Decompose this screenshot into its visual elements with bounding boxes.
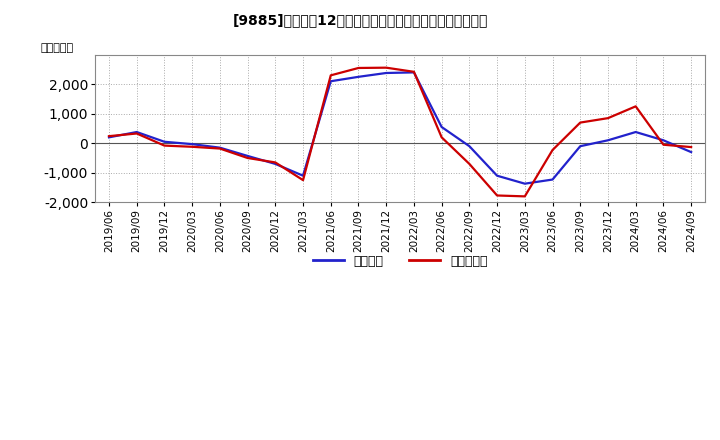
当期純利益 [687,144,696,150]
経常利益 [271,161,279,167]
当期純利益 [659,142,667,147]
経常利益 [104,135,113,140]
Text: [9885]　利益だ12か月移動合計の対前年同期増減額の推移: [9885] 利益だ12か月移動合計の対前年同期増減額の推移 [233,13,487,27]
当期純利益 [354,65,363,70]
経常利益 [576,143,585,149]
経常利益 [659,138,667,143]
当期純利益 [160,143,168,148]
経常利益 [687,150,696,155]
当期純利益 [437,135,446,140]
当期純利益 [521,194,529,199]
Line: 当期純利益: 当期純利益 [109,68,691,196]
当期純利益 [603,116,612,121]
当期純利益 [271,160,279,165]
経常利益 [603,138,612,143]
経常利益 [326,79,335,84]
当期純利益 [410,69,418,74]
Legend: 経常利益, 当期純利益: 経常利益, 当期純利益 [307,250,492,273]
当期純利益 [215,146,224,151]
経常利益 [465,143,474,149]
経常利益 [492,173,501,178]
経常利益 [299,173,307,178]
経常利益 [437,125,446,130]
当期純利益 [132,131,141,136]
経常利益 [548,177,557,182]
当期純利益 [188,144,197,150]
当期純利益 [243,155,252,161]
当期純利益 [465,161,474,167]
Y-axis label: （百万円）: （百万円） [40,43,73,53]
経常利益 [354,74,363,80]
経常利益 [243,153,252,158]
当期純利益 [299,177,307,183]
経常利益 [188,142,197,147]
経常利益 [132,129,141,135]
経常利益 [215,145,224,150]
当期純利益 [548,147,557,153]
経常利益 [410,70,418,75]
Line: 経常利益: 経常利益 [109,73,691,183]
経常利益 [382,70,390,76]
当期純利益 [104,133,113,139]
当期純利益 [492,193,501,198]
当期純利益 [382,65,390,70]
経常利益 [521,181,529,186]
当期純利益 [576,120,585,125]
経常利益 [160,139,168,144]
当期純利益 [631,104,640,109]
経常利益 [631,129,640,135]
当期純利益 [326,73,335,78]
